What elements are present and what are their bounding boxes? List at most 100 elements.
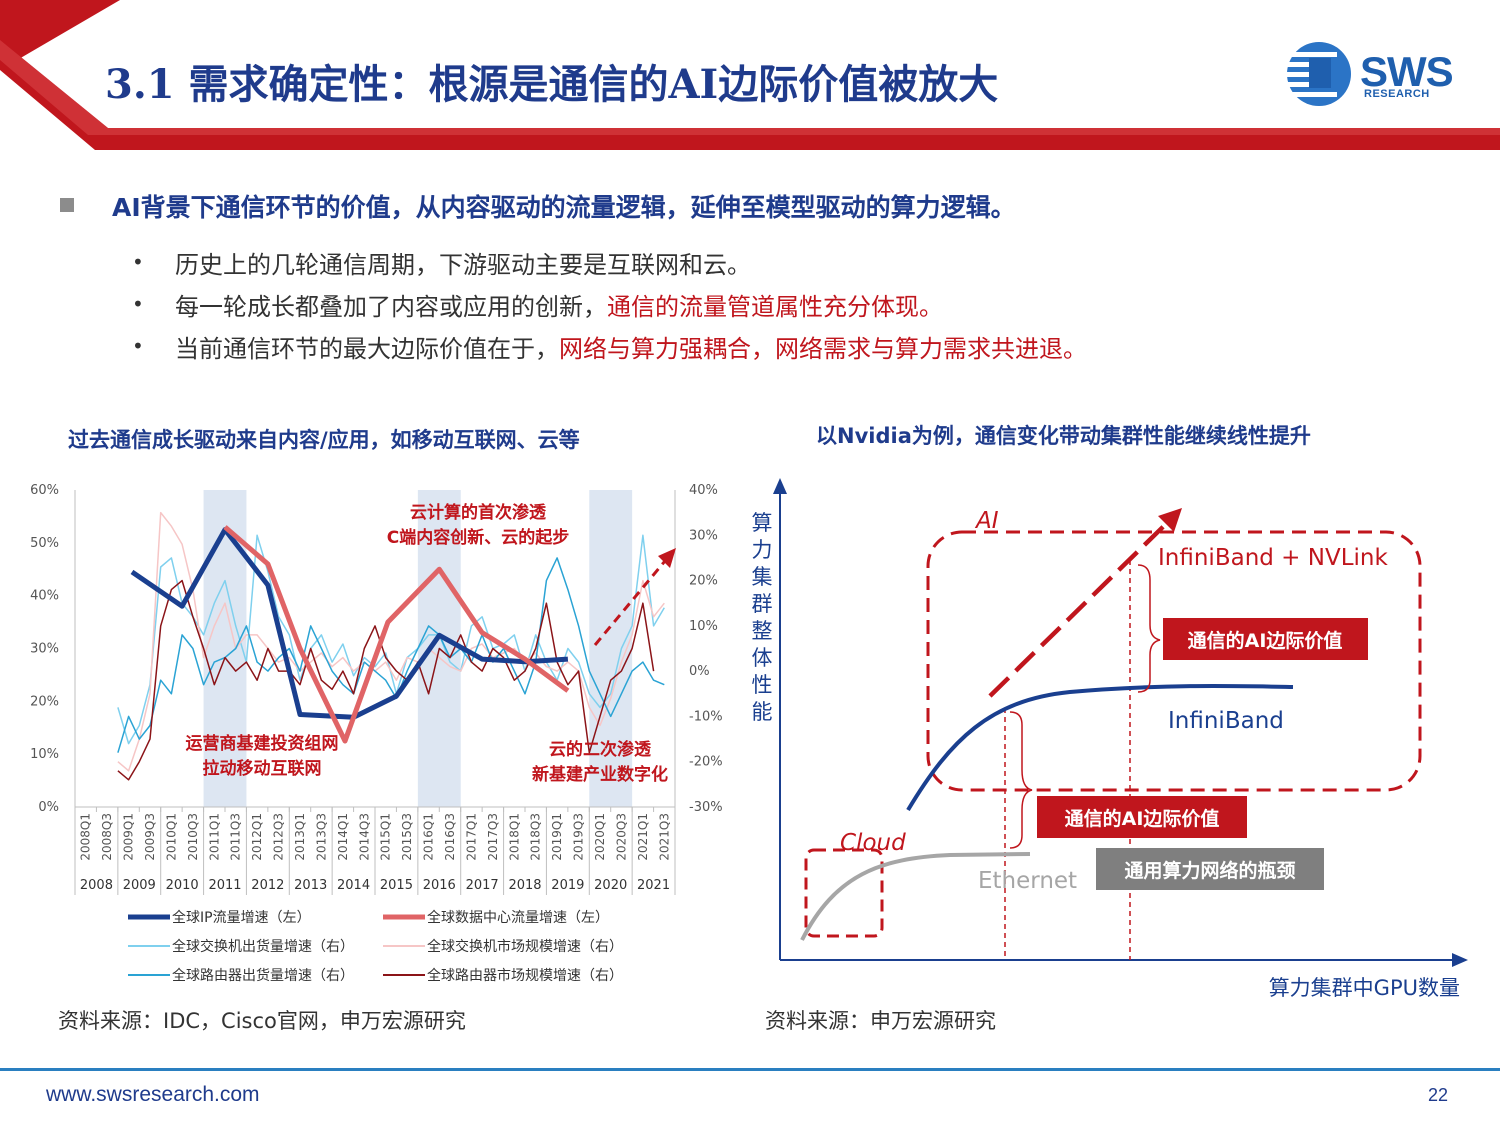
ethernet-curve (800, 852, 1031, 941)
quarter-tick-label: 2014Q3 (357, 813, 371, 861)
square-bullet-icon (60, 198, 74, 212)
legend-label: 全球交换机市场规模增速（右） (427, 938, 623, 955)
ai-value-box-1-text: 通信的AI边际价值 (1188, 629, 1343, 652)
ai-value-box-2-text: 通信的AI边际价值 (1065, 807, 1220, 830)
left-line-chart: 0% 10% 20% 30% 40% 50% 60% -30% -20% -10% 0% 10% 20%… (30, 483, 723, 984)
sub-bullet-1: 历史上的几轮通信周期，下游驱动主要是互联网和云。 (175, 245, 751, 280)
quarter-tick-label: 2021Q1 (636, 813, 650, 861)
sub-bullet-2-highlight: 通信的流量管道属性充分体现。 (607, 293, 943, 321)
y-axis-label-char: 体 (752, 646, 773, 670)
infiniband-curve (906, 684, 1294, 812)
quarter-tick-label: 2018Q1 (507, 813, 521, 861)
ai-value-box-2 (1037, 796, 1247, 838)
quarter-tick-label: 2013Q3 (314, 813, 328, 861)
brace-lower-icon (1009, 711, 1033, 849)
left-tick-label: 50% (30, 536, 59, 551)
y-axis-label-char: 集 (752, 565, 773, 589)
quarter-tick-label: 2015Q1 (379, 813, 393, 861)
y-axis-label-char: 算 (752, 511, 773, 535)
ai-value-box-1 (1163, 618, 1368, 660)
ethernet-label: Ethernet (978, 868, 1077, 894)
quarter-tick-label: 2014Q1 (336, 813, 350, 861)
y-axis-label-char: 力 (752, 538, 773, 562)
left-tick-label: 20% (30, 694, 59, 709)
quarter-tick-label: 2019Q1 (550, 813, 564, 861)
right-tick-label: -20% (689, 755, 723, 770)
x-axis-arrow-icon (1452, 953, 1468, 967)
sub-bullet-3-highlight: 网络与算力强耦合，网络需求与算力需求共进退。 (559, 335, 1087, 363)
left-tick-label: 30% (30, 642, 59, 657)
shaded-period-3 (589, 490, 633, 807)
bottleneck-box (1096, 848, 1324, 890)
year-tick-label: 2013 (294, 878, 327, 893)
y-axis-label-char: 性 (752, 673, 773, 697)
year-tick-label: 2008 (80, 878, 113, 893)
quarter-tick-label: 2017Q1 (464, 813, 478, 861)
ai-label: AI (974, 508, 999, 534)
quarter-tick-label: 2011Q1 (207, 813, 221, 861)
nvlink-arrow-line (988, 518, 1172, 698)
sub-bullet-3-text: 当前通信环节的最大边际价值在于， (175, 335, 559, 363)
y-axis-label-char: 整 (752, 619, 773, 643)
cloud-label: Cloud (840, 830, 906, 856)
footer-divider (0, 1068, 1500, 1071)
right-tick-label: 40% (689, 483, 718, 498)
quarter-tick-label: 2019Q3 (572, 813, 586, 861)
right-tick-label: 0% (689, 664, 710, 679)
left-chart-source: 资料来源：IDC，Cisco官网，申万宏源研究 (58, 1009, 466, 1033)
series-line-2 (223, 525, 570, 744)
legend-label: 全球数据中心流量增速（左） (427, 909, 609, 926)
y-axis-arrow-icon (773, 478, 787, 494)
sws-logo-icon (1287, 42, 1351, 106)
year-tick-label: 2009 (123, 878, 156, 893)
bullet-dot-icon: • (132, 250, 144, 274)
year-tick-label: 2015 (380, 878, 413, 893)
page-number: 22 (1428, 1085, 1449, 1105)
y-axis-label-char: 群 (752, 592, 773, 616)
left-chart-title: 过去通信成长驱动来自内容/应用，如移动互联网、云等 (68, 428, 580, 452)
main-bullet: AI背景下通信环节的价值，从内容驱动的流量逻辑，延伸至模型驱动的算力逻辑。 (112, 193, 1016, 222)
quarter-tick-label: 2011Q3 (229, 813, 243, 861)
right-tick-label: 10% (689, 619, 718, 634)
footer-url[interactable]: www.swsresearch.com (46, 1083, 260, 1106)
quarter-tick-label: 2018Q3 (529, 813, 543, 861)
annotation-cloud2-line1: 云的二次渗透 (549, 739, 652, 760)
quarter-tick-label: 2017Q3 (486, 813, 500, 861)
quarter-tick-label: 2008Q3 (100, 813, 114, 861)
year-tick-label: 2020 (594, 878, 627, 893)
quarter-tick-label: 2020Q1 (593, 813, 607, 861)
right-tick-label: 20% (689, 574, 718, 589)
year-tick-label: 2018 (508, 878, 541, 893)
quarter-tick-label: 2016Q3 (443, 813, 457, 861)
sub-bullet-2: 每一轮成长都叠加了内容或应用的创新，通信的流量管道属性充分体现。 (175, 287, 943, 322)
infiniband-label: InfiniBand (1168, 708, 1284, 734)
annotation-cloud1-line2: C端内容创新、云的起步 (387, 527, 569, 548)
logo-subtext: RESEARCH (1364, 88, 1430, 100)
quarter-tick-label: 2008Q1 (79, 813, 93, 861)
sub-bullet-2-text: 每一轮成长都叠加了内容或应用的创新， (175, 293, 607, 321)
brace-upper-icon (1137, 564, 1161, 693)
right-chart-title: 以Nvidia为例，通信变化带动集群性能继续线性提升 (816, 424, 1311, 448)
quarter-tick-label: 2013Q1 (293, 813, 307, 861)
quarter-tick-label: 2015Q3 (400, 813, 414, 861)
left-tick-label: 10% (30, 747, 59, 762)
annotation-cloud2-line2: 新基建产业数字化 (532, 764, 668, 785)
quarter-tick-label: 2009Q3 (143, 813, 157, 861)
legend-label: 全球IP流量增速（左） (172, 909, 311, 926)
right-tick-label: -10% (689, 709, 723, 724)
annotation-mobile-line2: 拉动移动互联网 (203, 758, 322, 779)
logo-text: SWS (1360, 48, 1454, 95)
page-title: 3.1 需求确定性：根源是通信的AI边际价值被放大 (105, 61, 999, 108)
nvlink-arrow-head (1158, 508, 1182, 532)
left-tick-label: 40% (30, 589, 59, 604)
right-tick-label: -30% (689, 800, 723, 815)
bullet-dot-icon: • (132, 334, 144, 358)
quarter-tick-label: 2010Q1 (164, 813, 178, 861)
bullet-dot-icon: • (132, 292, 144, 316)
quarter-tick-label: 2012Q1 (250, 813, 264, 861)
quarter-tick-label: 2009Q1 (122, 813, 136, 861)
quarter-tick-label: 2021Q3 (657, 813, 671, 861)
year-tick-label: 2012 (251, 878, 284, 893)
trend-arrow-line (593, 554, 672, 646)
